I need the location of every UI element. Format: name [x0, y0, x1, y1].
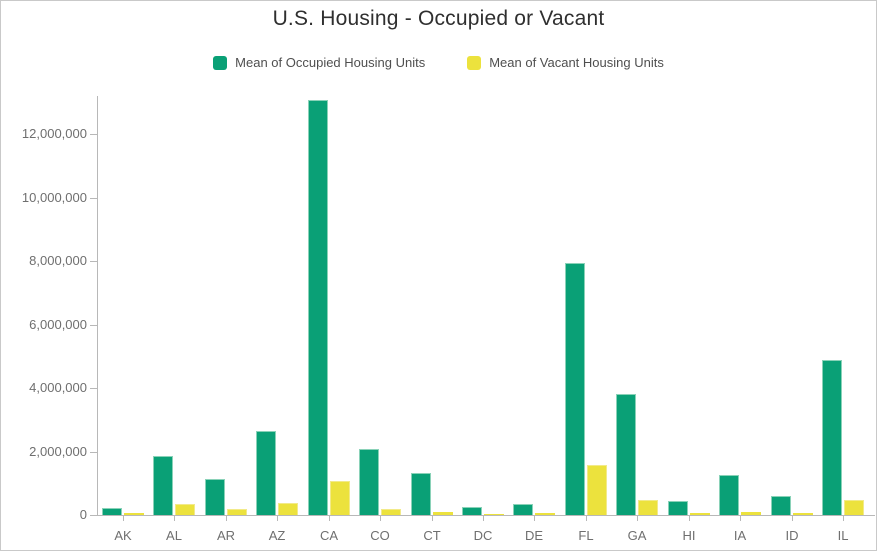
y-axis-tick-label: 0 — [79, 507, 87, 522]
legend: Mean of Occupied Housing Units Mean of V… — [1, 55, 876, 70]
legend-item-occupied[interactable]: Mean of Occupied Housing Units — [213, 55, 425, 70]
x-axis-label-DC: DC — [473, 528, 493, 543]
bar-occupied-AZ[interactable] — [256, 431, 276, 515]
bar-vacant-AK[interactable] — [124, 513, 144, 515]
legend-label-occupied: Mean of Occupied Housing Units — [235, 55, 426, 70]
x-axis-label-CT: CT — [423, 528, 441, 543]
y-axis-line — [97, 96, 98, 515]
bar-occupied-HI[interactable] — [668, 501, 688, 515]
x-axis-tick — [226, 516, 227, 521]
y-axis-tick-label: 4,000,000 — [29, 380, 87, 395]
x-axis-label-AL: AL — [166, 528, 182, 543]
bar-occupied-GA[interactable] — [616, 394, 636, 515]
x-axis-label-ID: ID — [785, 528, 799, 543]
bar-vacant-ID[interactable] — [793, 513, 813, 515]
bar-occupied-AK[interactable] — [102, 508, 122, 515]
bar-occupied-IL[interactable] — [822, 360, 842, 515]
y-axis-tick — [90, 452, 97, 453]
x-axis-label-GA: GA — [627, 528, 647, 543]
bar-vacant-GA[interactable] — [638, 500, 658, 515]
bar-occupied-IA[interactable] — [719, 475, 739, 515]
bar-occupied-CO[interactable] — [359, 449, 379, 515]
bar-occupied-ID[interactable] — [771, 496, 791, 515]
x-axis-tick — [483, 516, 484, 521]
bar-vacant-DE[interactable] — [535, 513, 555, 515]
bar-occupied-DE[interactable] — [513, 504, 533, 515]
chart-title: U.S. Housing - Occupied or Vacant — [272, 7, 605, 30]
x-axis-tick — [380, 516, 381, 521]
x-axis-label-AR: AR — [216, 528, 236, 543]
y-axis-tick — [90, 261, 97, 262]
x-axis-label-AZ: AZ — [268, 528, 286, 543]
bar-vacant-AZ[interactable] — [278, 503, 298, 515]
bar-occupied-CT[interactable] — [411, 473, 431, 515]
x-axis-label-HI: HI — [682, 528, 696, 543]
bar-occupied-AR[interactable] — [205, 479, 225, 515]
x-axis-tick — [432, 516, 433, 521]
y-axis-tick-label: 2,000,000 — [29, 444, 87, 459]
x-axis-tick — [277, 516, 278, 521]
x-axis-label-IA: IA — [733, 528, 747, 543]
x-axis-tick — [792, 516, 793, 521]
x-axis-tick — [123, 516, 124, 521]
bar-occupied-FL[interactable] — [565, 263, 585, 515]
y-axis-tick-label: 10,000,000 — [21, 190, 87, 205]
x-axis-label-CA: CA — [319, 528, 339, 543]
y-axis-tick — [90, 515, 97, 516]
x-axis-label-IL: IL — [837, 528, 849, 543]
x-axis-tick — [586, 516, 587, 521]
x-axis-tick — [174, 516, 175, 521]
x-axis-label-DE: DE — [524, 528, 544, 543]
bar-occupied-CA[interactable] — [308, 100, 328, 515]
bar-vacant-AL[interactable] — [175, 504, 195, 515]
y-axis-tick-label: 12,000,000 — [21, 126, 87, 141]
x-axis-label-CO: CO — [370, 528, 390, 543]
bar-vacant-IL[interactable] — [844, 500, 864, 515]
legend-item-vacant[interactable]: Mean of Vacant Housing Units — [467, 55, 664, 70]
x-axis-tick — [843, 516, 844, 521]
bar-vacant-CA[interactable] — [330, 481, 350, 515]
x-axis-tick — [740, 516, 741, 521]
bar-occupied-AL[interactable] — [153, 456, 173, 515]
legend-swatch-vacant — [467, 55, 482, 70]
x-axis-label-FL: FL — [578, 528, 594, 543]
x-axis-label-AK: AK — [114, 528, 132, 543]
legend-swatch-occupied — [213, 55, 228, 70]
bar-vacant-CO[interactable] — [381, 509, 401, 515]
x-axis-tick — [534, 516, 535, 521]
bar-vacant-IA[interactable] — [741, 512, 761, 515]
y-axis-tick — [90, 388, 97, 389]
bar-occupied-DC[interactable] — [462, 507, 482, 515]
bar-vacant-CT[interactable] — [433, 512, 453, 515]
x-axis-tick — [637, 516, 638, 521]
bar-vacant-AR[interactable] — [227, 509, 247, 515]
y-axis-tick — [90, 134, 97, 135]
bar-vacant-DC[interactable] — [484, 514, 504, 515]
x-axis-tick — [689, 516, 690, 521]
y-axis-tick — [90, 325, 97, 326]
bar-vacant-FL[interactable] — [587, 465, 607, 515]
x-axis-tick — [329, 516, 330, 521]
bar-vacant-HI[interactable] — [690, 513, 710, 515]
legend-label-vacant: Mean of Vacant Housing Units — [489, 55, 664, 70]
y-axis-tick-label: 8,000,000 — [29, 253, 87, 268]
y-axis-tick-label: 6,000,000 — [29, 317, 87, 332]
y-axis-tick — [90, 198, 97, 199]
x-axis-line — [97, 515, 875, 516]
